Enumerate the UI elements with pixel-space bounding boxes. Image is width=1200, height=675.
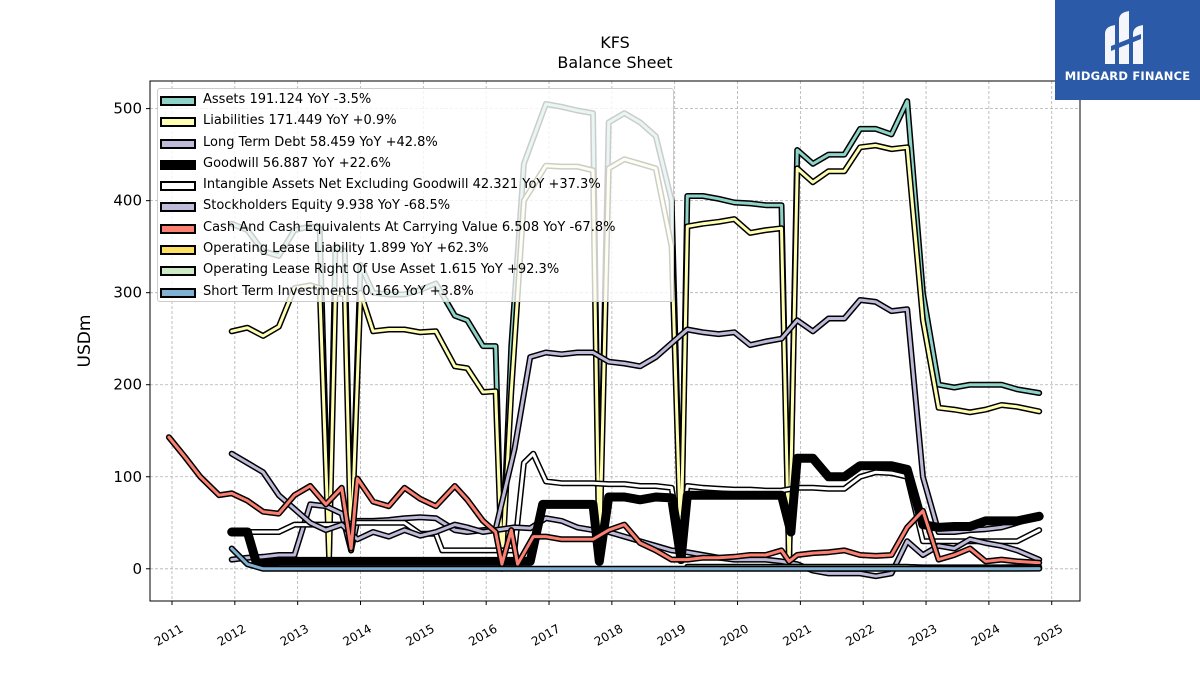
x-tick-label: 2011 [152,621,185,648]
series-short-term-investments [228,545,1043,572]
y-tick-label: 100 [113,468,142,486]
y-tick-label: 300 [113,284,142,302]
x-tick-label: 2017 [529,621,562,648]
series-line [230,452,1041,552]
legend-item: Stockholders Equity 9.938 YoY -68.5% [158,197,673,218]
series-cash-and-cash-equivalents-at-carrying-value [165,434,1043,568]
x-tick-label: 2022 [843,621,876,648]
legend-label: Operating Lease Right Of Use Asset 1.615… [203,262,560,278]
legend-item: Liabilities 171.449 YoY +0.9% [158,112,673,133]
legend-swatch [160,223,196,234]
legend-label: Goodwill 56.887 YoY +22.6% [203,155,391,171]
y-tick-label: 200 [113,376,142,394]
legend-item: Assets 191.124 YoY -3.5% [158,91,673,112]
series-intangible-assets-net-excluding-goodwill [228,450,1043,554]
chart-subtitle: Balance Sheet [557,53,673,72]
x-tick-label: 2014 [341,621,374,648]
legend-label: Liabilities 171.449 YoY +0.9% [203,113,397,129]
legend-label: Cash And Cash Equivalents At Carrying Va… [203,219,616,235]
series-line [230,452,1041,578]
plot-frame [149,80,1081,602]
x-tick-label: 2016 [466,621,499,648]
legend-item: Long Term Debt 58.459 YoY +42.8% [158,134,673,155]
logo-mark-icon [1105,11,1143,64]
chart-title: KFS [600,33,630,52]
legend-item: Cash And Cash Equivalents At Carrying Va… [158,219,673,240]
legend-swatch [160,266,196,277]
legend-swatch [160,181,196,192]
x-tick-label: 2025 [1032,621,1065,648]
x-tick-label: 2012 [215,621,248,648]
x-tick-label: 2024 [969,621,1002,648]
legend-item: Operating Lease Right Of Use Asset 1.615… [158,261,673,282]
x-tick-label: 2023 [906,621,939,648]
legend-label: Short Term Investments 0.166 YoY +3.8% [203,283,474,299]
legend-swatch [160,138,196,149]
legend-swatch [160,117,196,128]
legend-swatch [160,159,196,170]
legend-item: Intangible Assets Net Excluding Goodwill… [158,176,673,197]
logo-text: MIDGARD FINANCE [1064,69,1191,83]
midgard-finance-logo: MIDGARD FINANCE [1055,0,1200,100]
legend-label: Intangible Assets Net Excluding Goodwill… [203,177,601,193]
x-tick-label: 2015 [403,621,436,648]
legend-item: Goodwill 56.887 YoY +22.6% [158,155,673,176]
x-tick-label: 2020 [718,621,751,648]
legend-label: Operating Lease Liability 1.899 YoY +62.… [203,241,489,257]
legend-item: Operating Lease Liability 1.899 YoY +62.… [158,240,673,261]
x-tick-label: 2018 [592,621,625,648]
legend: Assets 191.124 YoY -3.5% Liabilities 171.… [157,88,674,302]
legend-swatch [160,287,196,298]
legend-swatch [160,96,196,106]
legend-swatch [160,202,196,213]
series-goodwill [227,453,1044,569]
x-tick-label: 2021 [780,621,813,648]
y-tick-label: 500 [113,100,142,118]
legend-label: Long Term Debt 58.459 YoY +42.8% [203,134,438,150]
series-line [230,547,1041,571]
legend-label: Assets 191.124 YoY -3.5% [203,92,372,107]
legend-label: Stockholders Equity 9.938 YoY -68.5% [203,198,451,214]
legend-swatch [160,245,196,256]
legend-item: Short Term Investments 0.166 YoY +3.8% [158,283,673,304]
x-tick-label: 2019 [655,621,688,648]
y-axis-label: USDm [75,315,95,368]
y-tick-label: 0 [132,560,142,578]
x-tick-label: 2013 [278,621,311,648]
series-stockholders-equity [228,450,1043,580]
y-tick-label: 400 [113,192,142,210]
series-line [167,435,1041,566]
series-outline [227,453,1044,569]
